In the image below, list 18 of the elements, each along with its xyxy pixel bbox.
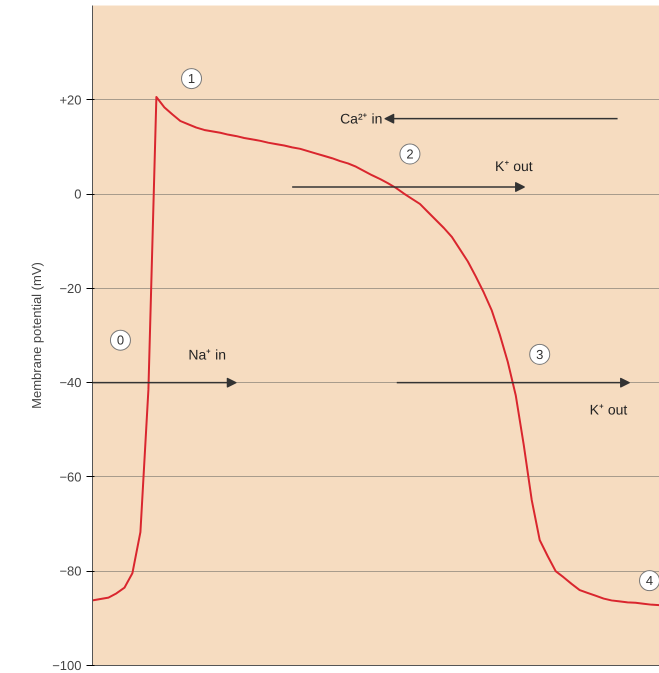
y-tick-label: −40 xyxy=(59,375,82,390)
line-series xyxy=(92,96,659,606)
annotation: 4 xyxy=(646,573,654,588)
y-tick-label: −20 xyxy=(59,280,82,296)
annotation: 1 xyxy=(188,71,196,86)
annotation: 3 xyxy=(536,346,544,362)
y-tick-label: −60 xyxy=(59,469,82,484)
annotation: K⁺ out xyxy=(590,402,628,418)
y-tick-label: +20 xyxy=(59,92,82,108)
annotation: 0 xyxy=(116,332,124,348)
y-tick-label: 0 xyxy=(74,186,82,202)
y-tick-label: −80 xyxy=(59,564,82,579)
y-tick-label: −100 xyxy=(52,658,82,673)
annotation: 2 xyxy=(406,146,414,162)
y-axis-title: Membrane potential (mV) xyxy=(29,262,44,409)
annotation: Ca²⁺ in xyxy=(340,110,382,127)
annotation: Na⁺ in xyxy=(188,346,226,362)
annotation: K⁺ out xyxy=(494,158,533,174)
